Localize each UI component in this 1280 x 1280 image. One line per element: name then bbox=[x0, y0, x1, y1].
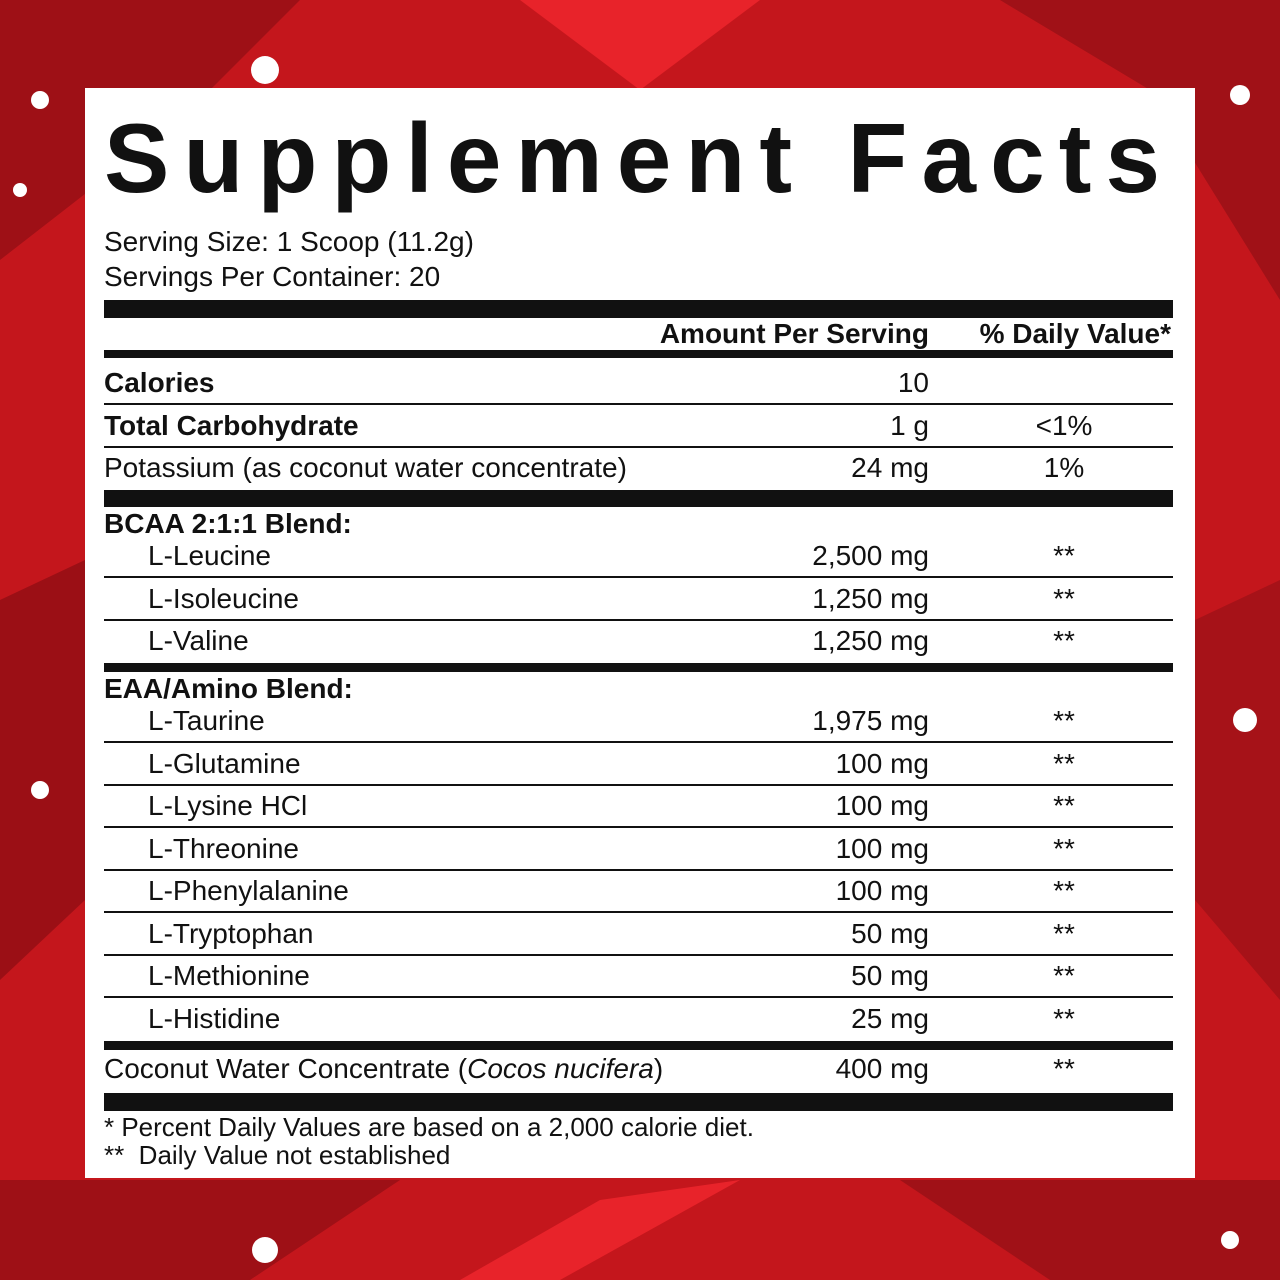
rule bbox=[104, 618, 1173, 621]
rule bbox=[104, 1040, 1173, 1050]
amount: 100 mg bbox=[835, 747, 929, 779]
amount: 100 mg bbox=[835, 832, 929, 864]
rule bbox=[104, 1092, 1173, 1111]
daily-value: ** bbox=[1053, 1052, 1075, 1084]
amount: 1,975 mg bbox=[812, 705, 929, 736]
serving-size: Serving Size: 1 Scoop (11.2g) bbox=[104, 226, 474, 257]
ingredient-name: L-Valine bbox=[148, 625, 249, 656]
amount: 50 mg bbox=[851, 960, 929, 991]
daily-value: ** bbox=[1053, 747, 1075, 779]
rule bbox=[104, 783, 1173, 786]
daily-value: ** bbox=[1053, 705, 1075, 736]
daily-value: 1% bbox=[1043, 452, 1085, 483]
amount: 25 mg bbox=[851, 1002, 929, 1034]
amount: 2,500 mg bbox=[812, 540, 929, 571]
daily-value: ** bbox=[1053, 1002, 1075, 1034]
rule bbox=[104, 300, 1173, 318]
rule bbox=[104, 490, 1173, 507]
daily-value: <1% bbox=[1035, 409, 1093, 441]
amount: 10 bbox=[897, 367, 929, 398]
rule bbox=[104, 403, 1173, 406]
ingredient-name: Coconut Water Concentrate (Cocos nucifer… bbox=[104, 1052, 663, 1086]
daily-value: ** bbox=[1053, 790, 1075, 821]
daily-value: ** bbox=[1053, 540, 1075, 571]
amount: 1,250 mg bbox=[812, 582, 929, 614]
rule bbox=[104, 445, 1173, 448]
ingredient-name: Potassium (as coconut water concentrate) bbox=[104, 452, 627, 483]
blend-name: EAA/Amino Blend: bbox=[104, 673, 353, 704]
amount: 100 mg bbox=[835, 790, 929, 821]
daily-value: ** bbox=[1053, 960, 1075, 991]
ingredient-name: L-Histidine bbox=[148, 1002, 281, 1034]
rule bbox=[104, 868, 1173, 871]
amount: 24 mg bbox=[851, 452, 929, 483]
daily-value: ** bbox=[1053, 875, 1075, 906]
rule bbox=[104, 576, 1173, 579]
blend-name: BCAA 2:1:1 Blend: bbox=[104, 508, 352, 539]
name-part: Cocos nucifera bbox=[467, 1052, 654, 1084]
footnote: * Percent Daily Values are based on a 2,… bbox=[104, 1111, 754, 1142]
daily-value: ** bbox=[1053, 832, 1075, 864]
name-part: Coconut Water Concentrate ( bbox=[104, 1052, 468, 1084]
ingredient-name: L-Threonine bbox=[148, 832, 299, 864]
rule bbox=[104, 996, 1173, 999]
ingredient-name: Total Carbohydrate bbox=[104, 409, 359, 441]
amount: 100 mg bbox=[835, 875, 929, 906]
rule bbox=[104, 741, 1173, 744]
footnote: ** Daily Value not established bbox=[104, 1139, 451, 1170]
servings-per-container: Servings Per Container: 20 bbox=[104, 261, 441, 292]
amount: 1 g bbox=[890, 409, 929, 441]
rule bbox=[104, 826, 1173, 829]
daily-value: ** bbox=[1053, 917, 1075, 949]
ingredient-name: L-Glutamine bbox=[148, 747, 301, 779]
rule bbox=[104, 350, 1173, 358]
ingredient-name: L-Lysine HCl bbox=[148, 790, 308, 821]
column-header: % Daily Value* bbox=[979, 318, 1171, 349]
ingredient-name: L-Taurine bbox=[148, 705, 265, 736]
daily-value: ** bbox=[1053, 625, 1075, 656]
ingredient-name: Calories bbox=[104, 367, 215, 398]
name-part: ) bbox=[653, 1052, 664, 1084]
column-header: Amount Per Serving bbox=[659, 318, 929, 349]
amount: 400 mg bbox=[835, 1052, 929, 1084]
rule bbox=[104, 911, 1173, 914]
ingredient-name: L-Methionine bbox=[148, 960, 310, 991]
daily-value: ** bbox=[1053, 582, 1075, 614]
amount: 50 mg bbox=[851, 917, 929, 949]
amount: 1,250 mg bbox=[812, 625, 929, 656]
ingredient-name: L-Phenylalanine bbox=[148, 875, 349, 906]
rule bbox=[104, 953, 1173, 956]
title-box: Supplement Facts bbox=[104, 103, 1160, 213]
ingredient-name: L-Leucine bbox=[148, 540, 271, 571]
ingredient-name: L-Tryptophan bbox=[148, 917, 314, 949]
ingredient-name: L-Isoleucine bbox=[148, 582, 299, 614]
rule bbox=[104, 663, 1173, 672]
title: Supplement Facts bbox=[104, 103, 1160, 213]
